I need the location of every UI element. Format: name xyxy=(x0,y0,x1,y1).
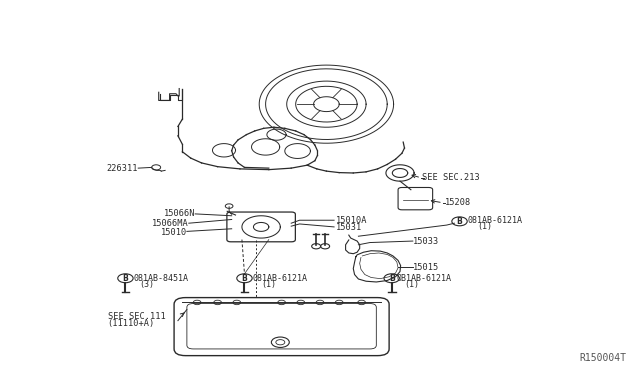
Text: 15010: 15010 xyxy=(161,228,187,237)
Text: 081AB-8451A: 081AB-8451A xyxy=(133,274,188,283)
Text: (1): (1) xyxy=(404,280,419,289)
Text: 15031: 15031 xyxy=(336,223,362,232)
Text: 15066N: 15066N xyxy=(164,209,195,218)
Text: B: B xyxy=(457,217,462,226)
Text: 15208: 15208 xyxy=(445,198,471,207)
Text: B: B xyxy=(242,274,247,283)
Text: 081AB-6121A: 081AB-6121A xyxy=(467,216,522,225)
Text: (11110+A): (11110+A) xyxy=(108,319,155,328)
Text: (1): (1) xyxy=(261,280,276,289)
Text: 15015: 15015 xyxy=(413,263,439,272)
Text: 226311: 226311 xyxy=(106,164,138,173)
Text: (3): (3) xyxy=(140,280,154,289)
Text: 0B1AB-6121A: 0B1AB-6121A xyxy=(397,274,452,283)
Text: (1): (1) xyxy=(477,222,492,231)
Text: 15066MA: 15066MA xyxy=(152,219,189,228)
Text: 15010A: 15010A xyxy=(336,216,367,225)
Text: SEE SEC.111: SEE SEC.111 xyxy=(108,312,165,321)
Text: 15033: 15033 xyxy=(413,237,439,246)
Text: SEE SEC.213: SEE SEC.213 xyxy=(422,173,480,182)
Text: 081AB-6121A: 081AB-6121A xyxy=(253,274,308,283)
Text: R150004T: R150004T xyxy=(579,353,626,363)
Text: B: B xyxy=(123,274,128,283)
Text: B: B xyxy=(389,274,394,283)
